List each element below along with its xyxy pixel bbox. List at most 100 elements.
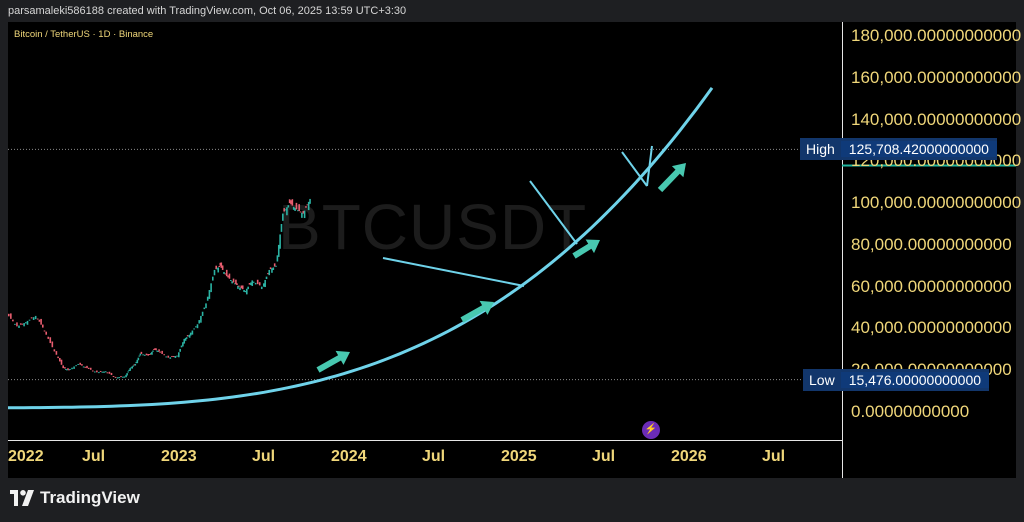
candle <box>132 365 135 367</box>
candle <box>267 273 269 275</box>
candle <box>10 313 12 319</box>
candle <box>291 199 294 206</box>
candle <box>34 315 37 320</box>
candle <box>309 198 311 204</box>
candle <box>104 371 107 373</box>
candle <box>244 290 247 293</box>
candle <box>218 266 221 268</box>
candle <box>152 350 154 352</box>
candle <box>254 282 257 285</box>
candle <box>36 318 39 320</box>
candle <box>25 322 27 324</box>
candle <box>307 201 310 211</box>
x-tick-label: 2023 <box>161 448 197 465</box>
candle <box>189 332 192 336</box>
candle <box>145 353 148 356</box>
candle <box>96 370 98 373</box>
symbol-watermark: BTCUSDT <box>278 191 588 263</box>
high-marker-label: High <box>806 141 835 158</box>
candle <box>203 307 206 310</box>
candle <box>14 323 16 325</box>
x-tick-label: Jul <box>762 448 786 465</box>
candle <box>157 351 159 353</box>
candle <box>167 355 170 358</box>
candle <box>121 376 124 378</box>
candle <box>230 279 232 281</box>
candle <box>154 348 156 350</box>
candle <box>158 349 160 352</box>
candle <box>186 335 189 337</box>
candle <box>246 288 248 295</box>
candle <box>232 278 235 283</box>
candle <box>161 350 163 354</box>
candle <box>182 342 184 347</box>
price-axis-divider <box>842 22 843 478</box>
candle <box>112 375 115 377</box>
candle <box>165 356 168 358</box>
candle <box>60 359 63 365</box>
candle <box>223 272 225 274</box>
low-marker-value: 15,476.00000000000 <box>840 371 990 388</box>
candle <box>247 286 249 290</box>
candle <box>133 364 136 366</box>
candle <box>235 279 237 285</box>
candle <box>45 331 47 335</box>
candle <box>240 285 243 289</box>
candle <box>206 296 209 301</box>
high-marker: High 125,708.42000000000 <box>800 138 997 161</box>
candle <box>268 269 271 276</box>
candle <box>277 244 280 257</box>
candle <box>271 268 273 273</box>
candle <box>205 303 207 309</box>
y-tick-label: 100,000.00000000000 <box>851 193 1022 213</box>
candle <box>276 255 279 262</box>
candle <box>185 337 188 339</box>
y-tick-label: 180,000.00000000000 <box>851 26 1022 45</box>
symbol-info[interactable]: Bitcoin / TetherUS · 1D · Binance <box>14 29 154 40</box>
candle <box>208 290 211 299</box>
candle <box>260 286 263 290</box>
candle <box>216 268 219 270</box>
candle <box>248 283 251 285</box>
trend-arrow-icon <box>460 300 494 323</box>
candle <box>138 355 141 357</box>
candle <box>295 202 298 210</box>
candle <box>225 269 228 277</box>
lightning-alert-icon[interactable]: ⚡ <box>642 421 660 439</box>
candle <box>150 353 152 355</box>
y-tick-label: 80,000.00000000000 <box>851 234 1012 254</box>
candle <box>282 213 284 221</box>
candle <box>43 330 46 332</box>
candle <box>193 328 195 330</box>
candle <box>123 376 126 378</box>
candle <box>243 290 245 292</box>
candle <box>178 352 180 358</box>
trendline <box>382 257 525 287</box>
candle <box>265 276 268 280</box>
candle <box>301 212 303 218</box>
y-tick-label: 0.00000000000 <box>851 402 970 421</box>
candle <box>147 354 149 356</box>
high-marker-value: 125,708.42000000000 <box>840 141 997 158</box>
candle <box>71 367 73 370</box>
candle <box>184 338 187 341</box>
candle <box>258 282 261 286</box>
candle <box>302 210 305 214</box>
candle <box>67 368 69 370</box>
candle <box>195 326 197 328</box>
candle <box>149 354 151 356</box>
candle <box>252 281 255 283</box>
candle <box>38 319 41 322</box>
candle <box>84 366 87 368</box>
candle <box>213 269 216 276</box>
tradingview-footer: TradingView <box>10 488 140 508</box>
candle <box>16 322 18 327</box>
candle <box>251 280 254 286</box>
candle <box>171 355 173 357</box>
candle <box>89 367 92 370</box>
candle <box>64 367 66 369</box>
candle <box>91 370 94 372</box>
trend-arrow-icon <box>657 163 686 193</box>
candle <box>120 376 122 378</box>
